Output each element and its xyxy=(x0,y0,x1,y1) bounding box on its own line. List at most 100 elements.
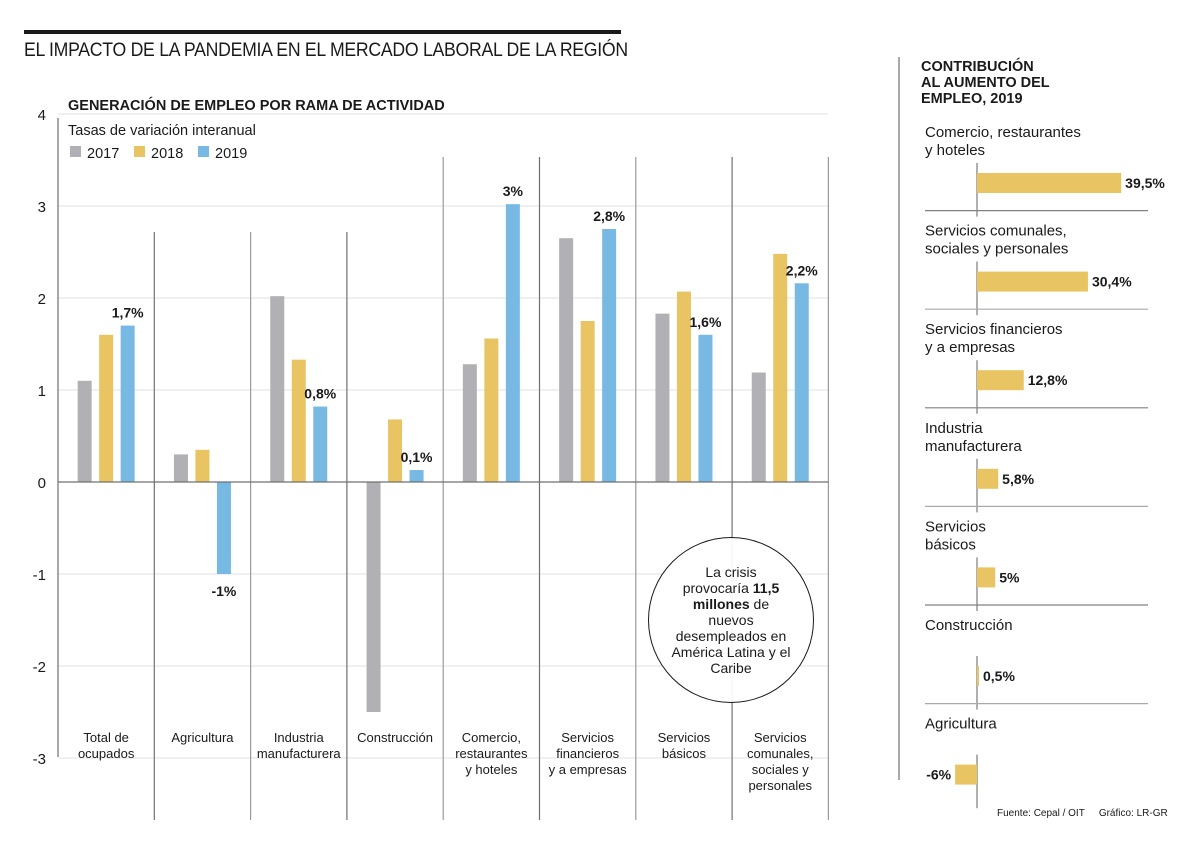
bar-2018 xyxy=(484,338,499,482)
bar-2017 xyxy=(559,238,574,482)
bar-2017 xyxy=(462,364,477,482)
credit-text: Gráfico: LR-GR xyxy=(1098,808,1168,819)
callout-line2: de nuevos desempleados en América Latina… xyxy=(671,596,791,676)
category-label: básicos xyxy=(662,746,707,761)
side-data-label: 5,8% xyxy=(1002,471,1034,487)
callout-highlight: 11,5 millones xyxy=(692,580,780,612)
y-tick-label: -1 xyxy=(33,567,46,584)
legend-swatch-2018 xyxy=(134,146,145,157)
y-tick-label: 1 xyxy=(38,383,46,400)
data-label-2019: 0,8% xyxy=(304,386,336,402)
bar-2017 xyxy=(77,380,92,482)
side-data-label: 39,5% xyxy=(1125,175,1165,191)
bar-2018 xyxy=(773,253,788,482)
bar-2018 xyxy=(99,334,114,482)
y-tick-label: 0 xyxy=(38,475,46,492)
category-label: y a empresas xyxy=(549,762,628,777)
bar-2019 xyxy=(120,325,135,482)
category-label: Total de xyxy=(83,730,129,745)
side-chart-title: CONTRIBUCIÓN AL AUMENTO DEL EMPLEO, 2019 xyxy=(921,59,1050,107)
side-data-label: 12,8% xyxy=(1028,372,1068,388)
side-category-label: sociales y personales xyxy=(925,241,1068,258)
side-category-label: Industria xyxy=(925,420,983,437)
side-data-label: 0,5% xyxy=(983,668,1015,684)
data-label-2019: 2,8% xyxy=(593,208,625,224)
data-label-2019: 3% xyxy=(503,183,524,199)
bar-2018 xyxy=(388,419,403,482)
source-text: Fuente: Cepal / OIT xyxy=(997,808,1085,819)
category-label: Servicios xyxy=(754,730,807,745)
category-label: Comercio, xyxy=(462,730,521,745)
category-label: Construcción xyxy=(357,730,433,745)
y-tick-label: 3 xyxy=(38,199,46,216)
side-category-label: Comercio, restaurantes xyxy=(925,124,1081,141)
side-bar xyxy=(977,370,1024,391)
side-title-line: AL AUMENTO DEL xyxy=(921,75,1050,91)
category-label: Industria xyxy=(274,730,325,745)
side-category-label: Servicios xyxy=(925,518,986,535)
bar-2019 xyxy=(216,482,231,574)
bar-2017 xyxy=(270,296,285,482)
legend-label-2018: 2018 xyxy=(151,146,183,162)
chart-subtitle: Tasas de variación interanual xyxy=(68,123,256,139)
data-label-2019: -1% xyxy=(211,583,236,599)
y-tick-label: -2 xyxy=(33,659,46,676)
category-label: restaurantes xyxy=(455,746,528,761)
category-label: sociales y xyxy=(752,762,810,777)
category-label: y hoteles xyxy=(465,762,518,777)
side-category-label: básicos xyxy=(925,536,976,553)
y-tick-label: 4 xyxy=(38,107,46,124)
chart-title: GENERACIÓN DE EMPLEO POR RAMA DE ACTIVID… xyxy=(68,96,445,114)
side-title-line: CONTRIBUCIÓN xyxy=(921,59,1034,75)
side-category-label: Construcción xyxy=(925,617,1013,634)
bar-2019 xyxy=(602,229,617,482)
data-label-2019: 1,6% xyxy=(689,314,721,330)
page-title: EL IMPACTO DE LA PANDEMIA EN EL MERCADO … xyxy=(24,40,628,61)
side-category-label: manufacturera xyxy=(925,438,1022,455)
bar-2019 xyxy=(313,406,328,482)
category-label: manufacturera xyxy=(257,746,342,761)
bar-2017 xyxy=(751,372,766,482)
bar-2018 xyxy=(580,321,595,482)
y-tick-label: -3 xyxy=(33,751,46,768)
side-title-line: EMPLEO, 2019 xyxy=(921,91,1023,107)
side-data-label: 30,4% xyxy=(1092,274,1132,290)
side-data-label: 5% xyxy=(999,569,1020,585)
callout-circle: La crisis provocaría 11,5 millones de nu… xyxy=(648,537,814,703)
bar-2017 xyxy=(173,454,188,482)
bar-2018 xyxy=(195,449,210,482)
category-label: financieros xyxy=(556,746,619,761)
category-label: ocupados xyxy=(78,746,135,761)
side-bar xyxy=(977,468,999,489)
bar-2019 xyxy=(794,283,809,482)
side-bar xyxy=(977,173,1122,193)
legend-label-2019: 2019 xyxy=(215,146,247,162)
data-label-2019: 1,7% xyxy=(112,305,144,321)
title-rule xyxy=(24,30,621,34)
bar-2019 xyxy=(409,470,424,482)
side-bar xyxy=(977,666,979,686)
bar-2019 xyxy=(698,334,713,482)
side-bar xyxy=(977,271,1088,292)
bar-2018 xyxy=(676,291,691,482)
legend-label-2017: 2017 xyxy=(87,146,119,162)
bar-2017 xyxy=(655,313,670,482)
side-category-label: Agricultura xyxy=(925,716,997,733)
category-label: Servicios xyxy=(658,730,711,745)
side-category-label: Servicios comunales, xyxy=(925,223,1067,240)
legend-swatch-2017 xyxy=(70,146,81,157)
side-bar xyxy=(955,764,977,785)
data-label-2019: 2,2% xyxy=(786,262,818,278)
side-data-label: -6% xyxy=(926,767,951,783)
side-category-label: Servicios financieros xyxy=(925,321,1063,338)
category-label: Servicios xyxy=(561,730,614,745)
side-category-label: y a empresas xyxy=(925,339,1015,356)
side-category-label: y hoteles xyxy=(925,142,985,159)
legend-swatch-2019 xyxy=(198,146,209,157)
callout-line1: La crisis provocaría xyxy=(682,564,757,596)
category-label: comunales, xyxy=(747,746,813,761)
bar-2019 xyxy=(505,204,520,482)
bar-2017 xyxy=(366,482,381,712)
source-note: Fuente: Cepal / OIT Gráfico: LR-GR xyxy=(997,808,1182,819)
